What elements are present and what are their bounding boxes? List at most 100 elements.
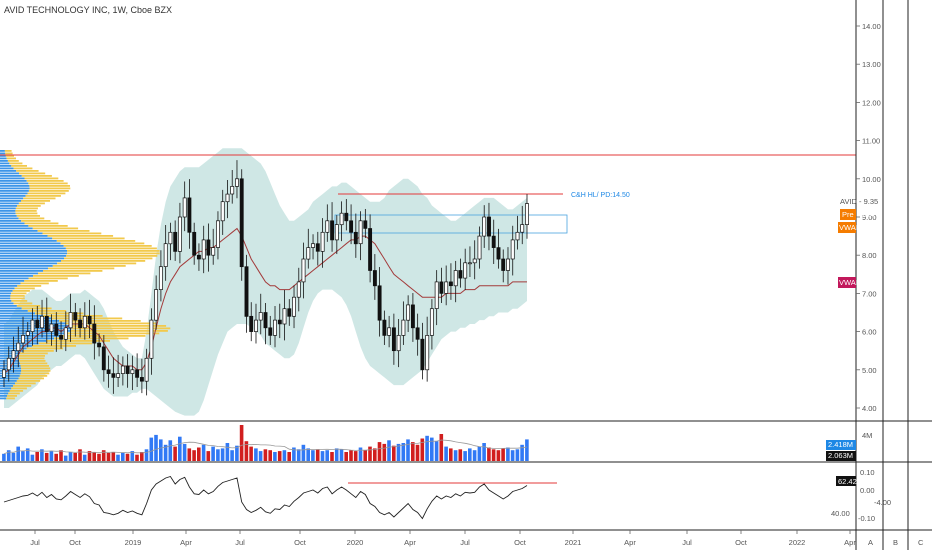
volume-profile-bar-buy [0,222,25,225]
volume-profile-bar-sell [11,292,27,295]
time-tick-label: Jul [30,538,40,547]
candle-body [168,231,173,245]
volume-profile-bar-sell [28,225,68,227]
volume-profile-bar-sell [66,332,160,335]
volume-profile-bar-buy [0,242,61,245]
volume-profile-bar-buy [0,330,71,332]
volume-bar [92,452,96,461]
candle-body [320,231,325,252]
volume-profile-bar-sell [18,377,44,380]
volume-profile-bar-sell [33,275,79,277]
candle-body [158,266,163,290]
volume-bar [16,446,20,461]
volume-bar [358,447,363,461]
volume-profile-bar-buy [0,377,19,380]
volume-profile-bar-sell [52,265,126,267]
candle-body [235,178,239,187]
rsi-path [3,475,528,520]
candle-body [334,224,339,241]
pane-tab-b[interactable]: B [893,538,898,547]
volume-profile-bar-buy [0,332,67,335]
volume-profile-bar-buy [0,277,29,280]
volume-bar [453,450,458,461]
volume-ma-badge [826,451,856,461]
volume-bar [178,436,182,461]
candle-body [482,216,487,237]
volume-bar [520,444,524,461]
volume-profile-bar-buy [0,395,8,397]
volume-profile-bar-buy [0,205,18,207]
volume-profile-bar-sell [59,320,141,322]
volume-profile-bar-sell [43,315,103,317]
volume-profile-bar-buy [0,352,21,355]
candle-body [25,331,30,336]
volume-profile-bar-buy [0,282,21,285]
volume-profile-bar-sell [38,342,93,345]
candle-body [73,312,78,321]
volume-profile-bar-sell [28,182,68,185]
candle-body [520,224,525,233]
volume-bar [254,448,258,461]
volume-bar [87,451,92,461]
pane-tab-c[interactable]: C [918,538,924,547]
volume-bar [458,449,463,461]
volume-bar [121,452,125,461]
volume-profile-bar-buy [0,302,14,305]
volume-profile-bar-sell [24,177,59,180]
volume-bar [425,435,429,461]
candle-body [239,178,244,268]
pane-tab-a[interactable]: A [868,538,873,547]
volume-bar [491,449,496,461]
candle-body [368,228,373,271]
volume-profile-bar-sell [18,202,45,205]
time-tick-label: Oct [294,538,307,547]
volume-profile-bar-buy [0,217,19,220]
volume-bar [430,437,434,461]
volume-bar [306,448,310,461]
volume-bar [140,452,144,461]
volume-profile-bar-buy [0,337,54,340]
volume-profile-bar-sell [5,155,15,157]
candle-body [54,323,59,336]
candle-body [434,281,439,309]
volume-profile-bar-sell [22,350,54,352]
time-tick-label: Jul [682,538,692,547]
time-tick-label: Apr [180,538,192,547]
volume-profile-bar-buy [0,200,21,202]
volume-bar [21,451,25,461]
candle-body [415,327,420,340]
volume-bar [515,449,520,461]
time-tick-label: 2021 [565,538,582,547]
volume-bar [187,448,192,461]
candle-body [87,315,92,325]
candle-body [135,369,140,378]
price-tick-label: 13.00 [862,60,881,69]
volume-bar [349,450,353,461]
volume-profile-bar-buy [0,175,22,177]
volume-profile-bar-buy [0,370,22,372]
candle-body [477,235,482,260]
volume-profile-bar-buy [0,245,64,247]
volume-bar [30,454,35,461]
volume-profile-bar-buy [0,275,34,277]
volume-profile-bar-buy [0,237,53,240]
volume-profile-bar-buy [0,247,66,250]
candle-body [63,327,68,340]
candles [2,160,529,396]
volume-profile-bar-sell [19,375,48,377]
volume-bar [206,451,211,461]
volume-bar [211,446,215,461]
volume-bar [144,449,149,461]
price-tick-label: 5.00 [862,366,877,375]
volume-bar [235,445,239,461]
volume-bar [106,452,111,461]
volume-bar [287,452,291,461]
candle-body [311,243,315,248]
candle-body [78,319,83,329]
volume-profile-bar-sell [10,297,25,300]
pre-badge [840,209,856,220]
volume-profile-bar-buy [0,295,11,297]
volume-profile-bar-sell [7,395,17,397]
volume-bar [220,448,225,461]
volume-bar [182,443,187,461]
